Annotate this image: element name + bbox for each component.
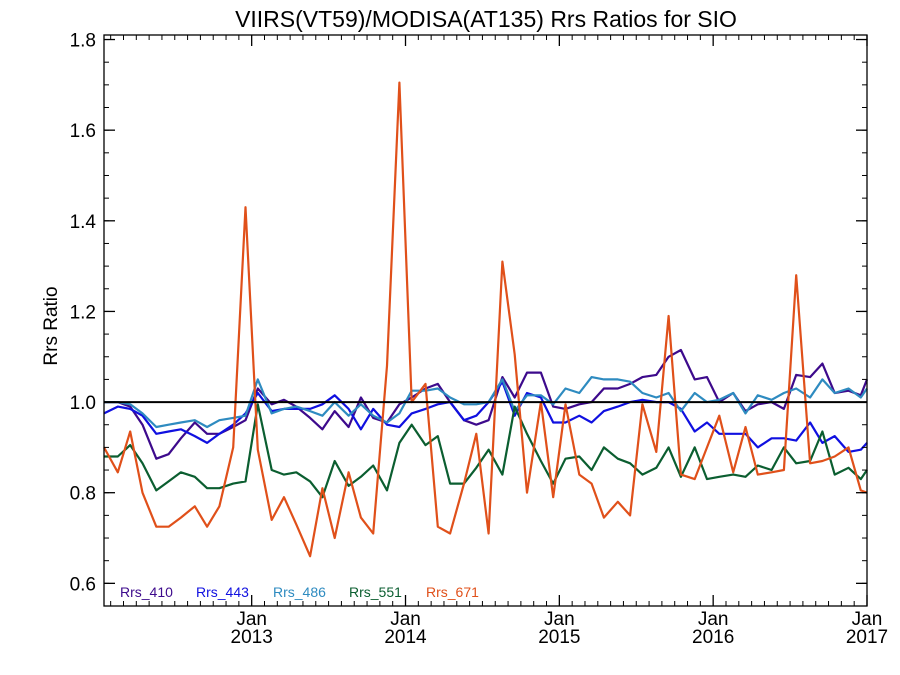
series-line-rrs_551 — [104, 403, 868, 499]
series-line-rrs_671 — [103, 81, 868, 558]
y-axis: 0.6 0.8 1.0 1.2 1.4 1.6 1.8 — [70, 31, 867, 595]
x-tick-label-month: Jan — [236, 609, 267, 630]
y-tick-label: 1.2 — [70, 302, 96, 323]
y-tick-label: 1.8 — [70, 31, 96, 52]
x-tick-label-year: 2015 — [538, 627, 580, 648]
legend-item-rrs_410: Rrs_410 — [120, 584, 173, 600]
legend-item-rrs_551: Rrs_551 — [349, 584, 402, 600]
legend-item-rrs_486: Rrs_486 — [273, 584, 326, 600]
y-axis-label: Rrs Ratio — [41, 286, 62, 365]
series-lines — [103, 81, 869, 558]
x-tick-label-month: Jan — [852, 609, 883, 630]
x-tick-label-year: 2013 — [231, 627, 273, 648]
x-tick-label-month: Jan — [544, 609, 575, 630]
series-line-rrs_443 — [103, 380, 868, 453]
legend-item-rrs_671: Rrs_671 — [426, 584, 479, 600]
y-tick-label: 1.0 — [70, 393, 96, 414]
legend: Rrs_410 Rrs_443 Rrs_486 Rrs_551 Rrs_671 — [120, 584, 479, 600]
legend-item-rrs_443: Rrs_443 — [196, 584, 249, 600]
y-tick-label: 0.8 — [70, 484, 96, 505]
x-tick-label-year: 2016 — [692, 627, 734, 648]
x-tick-label-month: Jan — [390, 609, 421, 630]
plot-frame — [103, 34, 868, 607]
x-tick-label-year: 2014 — [384, 627, 427, 648]
x-tick-label-month: Jan — [698, 609, 729, 630]
x-tick-label-year: 2017 — [846, 627, 888, 648]
y-tick-label: 1.4 — [70, 212, 97, 233]
y-tick-label: 0.6 — [70, 574, 96, 595]
plot-area: 0.60.81.01.21.41.61.8 Jan2013Jan2014Jan2… — [70, 31, 889, 648]
y-tick-label: 1.6 — [70, 121, 96, 142]
chart-title: VIIRS(VT59)/MODISA(AT135) Rrs Ratios for… — [235, 6, 737, 32]
